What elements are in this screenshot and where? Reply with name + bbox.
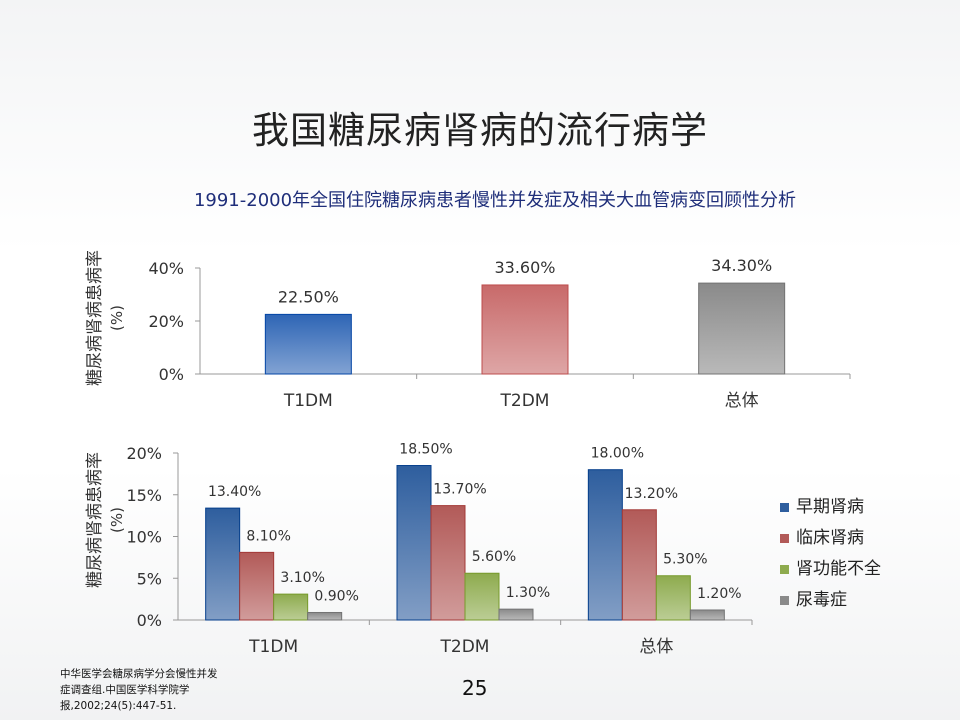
y-tick-label: 20%	[148, 312, 184, 331]
bar	[205, 507, 241, 621]
slide-title: 我国糖尿病肾病的流行病学	[252, 109, 708, 152]
y-axis-label: 糖尿病肾病患病率	[85, 250, 105, 386]
data-label: 1.20%	[697, 586, 741, 602]
bar	[655, 575, 691, 621]
data-label: 18.00%	[591, 446, 644, 462]
data-label: 34.30%	[711, 256, 772, 275]
data-label: 22.50%	[278, 287, 339, 306]
y-axis-unit: (%)	[108, 305, 126, 331]
x-tick-label: T2DM	[440, 637, 490, 657]
data-label: 18.50%	[399, 442, 452, 458]
data-label: 0.90%	[314, 588, 358, 604]
legend-swatch	[780, 503, 789, 512]
bar	[498, 608, 534, 621]
x-tick-label: 总体	[725, 391, 759, 411]
data-label: 8.10%	[246, 528, 290, 544]
bar	[698, 282, 786, 375]
bar	[264, 313, 352, 375]
slide-subtitle: 1991-2000年全国住院糖尿病患者慢性并发症及相关大血管病变回顾性分析	[193, 190, 797, 211]
legend-swatch	[780, 534, 789, 543]
reference-line: 中华医学会糖尿病学分会慢性并发	[60, 668, 218, 680]
x-tick-label: T1DM	[283, 391, 333, 411]
y-tick-label: 15%	[126, 486, 162, 505]
y-tick-label: 5%	[137, 569, 162, 588]
data-label: 1.30%	[506, 585, 550, 601]
bar	[273, 593, 309, 621]
bar	[464, 572, 500, 621]
data-label: 5.30%	[663, 552, 707, 568]
y-axis-label: 糖尿病肾病患病率	[85, 452, 105, 588]
reference-line: 症调查组.中国医学科学院学	[60, 684, 190, 696]
data-label: 13.20%	[625, 486, 678, 502]
y-axis-unit: (%)	[108, 507, 126, 533]
legend-label: 早期肾病	[796, 497, 864, 517]
y-tick-label: 0%	[159, 365, 184, 384]
bar	[481, 284, 569, 375]
page-number: 25	[462, 676, 488, 700]
y-tick-label: 10%	[126, 528, 162, 547]
bar	[689, 609, 725, 621]
legend-swatch	[780, 565, 789, 574]
bar	[239, 551, 275, 621]
bar	[396, 465, 432, 621]
legend-swatch	[780, 596, 789, 605]
bar	[621, 509, 657, 621]
x-tick-label: T1DM	[248, 637, 298, 657]
bar	[430, 505, 466, 621]
y-tick-label: 0%	[137, 611, 162, 630]
x-tick-label: 总体	[639, 637, 673, 657]
bar	[307, 611, 343, 621]
data-label: 5.60%	[472, 549, 516, 565]
y-tick-label: 40%	[148, 259, 184, 278]
y-tick-label: 20%	[126, 444, 162, 463]
reference-citation: 中华医学会糖尿病学分会慢性并发 症调查组.中国医学科学院学 报,2002;24(…	[60, 666, 280, 714]
legend-label: 尿毒症	[796, 590, 847, 610]
bar	[587, 469, 623, 621]
data-label: 13.40%	[208, 484, 261, 500]
x-tick-label: T2DM	[500, 391, 550, 411]
legend-label: 肾功能不全	[796, 559, 881, 579]
data-label: 33.60%	[494, 258, 555, 277]
data-label: 13.70%	[433, 482, 486, 498]
legend-label: 临床肾病	[796, 528, 864, 548]
data-label: 3.10%	[280, 570, 324, 586]
reference-line: 报,2002;24(5):447-51.	[60, 700, 177, 712]
